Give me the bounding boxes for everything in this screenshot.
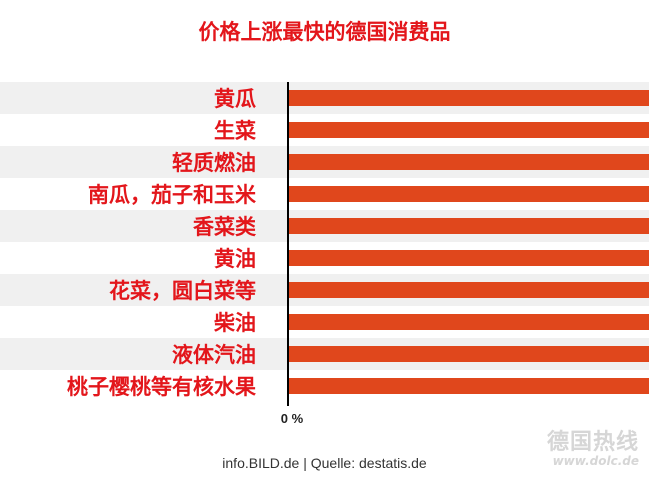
bar [288, 218, 649, 234]
bar [288, 282, 649, 298]
category-label: 轻质燃油 [172, 151, 256, 175]
x-tick-label: 0 % [281, 411, 304, 426]
category-label: 南瓜，茄子和玉米 [88, 183, 257, 207]
source-credit: info.BILD.de | Quelle: destatis.de [222, 455, 427, 471]
category-label: 香菜类 [193, 215, 257, 239]
bar [288, 314, 649, 330]
category-label: 柴油 [213, 311, 256, 335]
category-label: 桃子樱桃等有核水果 [67, 375, 256, 399]
bar [288, 346, 649, 362]
bar [288, 378, 649, 394]
category-label: 花菜，圆白菜等 [109, 279, 256, 303]
category-label: 生菜 [214, 119, 256, 143]
bar [288, 154, 649, 170]
bar [288, 250, 649, 266]
bar [288, 122, 649, 138]
bar [288, 90, 649, 106]
category-label: 黄油 [214, 247, 256, 271]
category-label: 液体汽油 [172, 343, 256, 367]
category-label: 黄瓜 [214, 87, 256, 111]
bar [288, 186, 649, 202]
chart-title: 价格上涨最快的德国消费品 [198, 20, 451, 44]
